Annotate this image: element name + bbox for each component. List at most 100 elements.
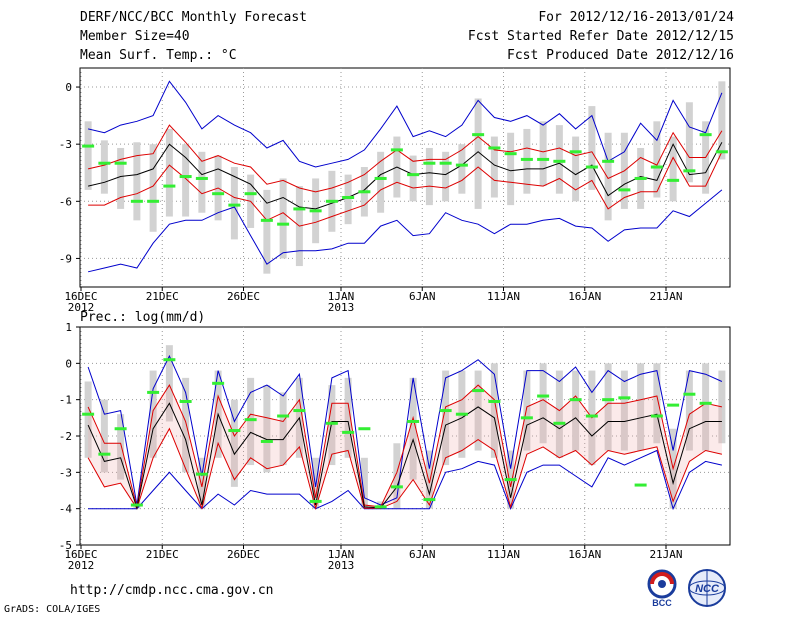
ensemble-box	[198, 151, 206, 213]
ensemble-box	[149, 370, 157, 458]
ensemble-box	[328, 385, 336, 466]
obs-marker	[472, 133, 485, 137]
ensemble-box	[312, 457, 320, 509]
obs-marker	[163, 358, 176, 362]
series-lower-line	[88, 151, 723, 227]
variable-label-temp: Mean Surf. Temp.: °C	[80, 48, 237, 63]
y-tick-label: -9	[59, 252, 72, 265]
obs-marker	[667, 403, 680, 407]
ensemble-box	[84, 121, 92, 190]
ensemble-box	[133, 142, 141, 221]
obs-marker	[699, 133, 712, 137]
series-mean-line	[87, 142, 723, 210]
ensemble-box	[377, 151, 385, 213]
obs-marker	[309, 499, 322, 503]
y-tick-label: -4	[59, 503, 73, 516]
x-tick-label: 16DEC	[64, 548, 97, 561]
x-tick-sub-label: 2013	[328, 559, 355, 572]
obs-marker	[390, 485, 403, 489]
ensemble-box	[149, 144, 157, 232]
x-tick-label: 21JAN	[649, 548, 682, 561]
obs-marker	[147, 199, 160, 203]
ensemble-box	[653, 363, 661, 444]
ensemble-box	[279, 178, 287, 259]
ensemble-box	[84, 381, 92, 458]
obs-marker	[650, 165, 663, 169]
obs-marker	[358, 427, 371, 431]
obs-marker	[504, 478, 517, 482]
obs-marker	[98, 452, 111, 456]
ensemble-box	[182, 377, 190, 473]
obs-marker	[195, 472, 208, 476]
ensemble-box	[637, 363, 645, 451]
ensemble-box	[100, 140, 108, 194]
bcc-logo: BCC	[642, 568, 682, 608]
ensemble-box	[263, 189, 271, 274]
obs-marker	[407, 173, 420, 177]
y-tick-label: 1	[65, 321, 72, 334]
ensemble-box	[165, 345, 173, 422]
x-tick-label: 1JAN	[328, 548, 355, 561]
obs-marker	[455, 163, 468, 167]
obs-marker	[553, 421, 566, 425]
obs-marker	[439, 409, 452, 413]
x-tick-sub-label: 2012	[68, 301, 95, 314]
ensemble-box	[555, 125, 563, 194]
obs-marker	[163, 184, 176, 188]
obs-marker	[325, 199, 338, 203]
obs-marker	[569, 398, 582, 402]
ensemble-box	[263, 385, 271, 473]
y-tick-label: 0	[65, 81, 72, 94]
ensemble-box	[458, 144, 466, 194]
ensemble-box	[182, 144, 190, 217]
series-max-line	[87, 80, 723, 168]
obs-marker	[423, 161, 436, 165]
y-tick-label: -1	[59, 394, 72, 407]
obs-marker	[195, 176, 208, 180]
ensemble-box	[490, 136, 498, 198]
ensemble-box	[409, 155, 417, 202]
obs-marker	[504, 152, 517, 156]
source-url[interactable]: http://cmdp.ncc.cma.gov.cn	[70, 583, 274, 598]
y-tick-label: -3	[59, 138, 72, 151]
chart-title: DERF/NCC/BCC Monthly Forecast	[80, 10, 307, 25]
obs-marker	[114, 161, 127, 165]
ensemble-box	[425, 450, 433, 509]
plot-frame	[79, 67, 731, 288]
ncc-logo-text: NCC	[695, 583, 720, 595]
ensemble-box	[165, 128, 173, 217]
obs-marker	[488, 399, 501, 403]
bcc-logo-icon: BCC	[647, 569, 677, 608]
ncc-logo-icon: NCC	[688, 569, 726, 607]
obs-marker	[228, 203, 241, 207]
obs-marker	[634, 483, 647, 487]
ensemble-box	[572, 370, 580, 451]
series-lower-line	[87, 427, 723, 511]
obs-marker	[228, 429, 241, 433]
ncc-logo: NCC	[684, 568, 730, 608]
obs-marker	[455, 412, 468, 416]
ensemble-box	[572, 136, 580, 202]
x-tick-label: 6JAN	[409, 290, 436, 303]
ensemble-box	[117, 147, 125, 209]
obs-marker	[699, 401, 712, 405]
obs-marker	[342, 430, 355, 434]
ensemble-box	[718, 81, 726, 160]
obs-marker	[147, 390, 160, 394]
x-tick-label: 26DEC	[227, 548, 260, 561]
grads-credit: GrADS: COLA/IGES	[4, 604, 101, 615]
obs-marker	[585, 414, 598, 418]
obs-marker	[553, 159, 566, 163]
ensemble-box	[117, 414, 125, 480]
obs-marker	[260, 218, 273, 222]
variable-label-prec: Prec.: log(mm/d)	[80, 310, 206, 325]
obs-marker	[618, 188, 631, 192]
obs-marker	[650, 414, 663, 418]
ensemble-box	[344, 174, 352, 225]
x-tick-label: 21DEC	[146, 548, 179, 561]
series-min-line	[88, 449, 723, 511]
obs-marker	[602, 159, 615, 163]
